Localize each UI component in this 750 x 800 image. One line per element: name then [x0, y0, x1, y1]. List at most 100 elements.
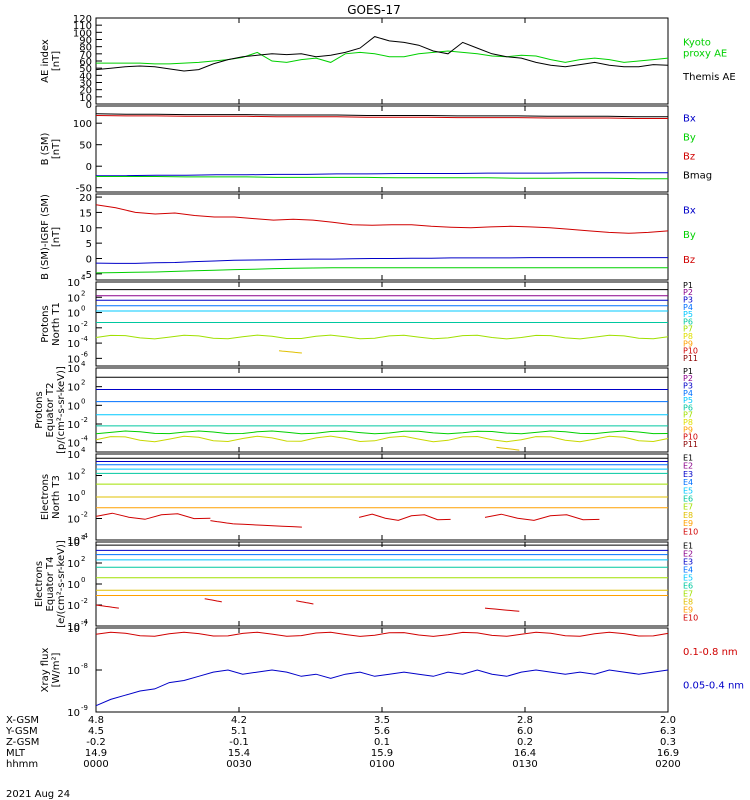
legend-entry: P5: [683, 310, 693, 319]
y-tick-label: 10: [67, 622, 80, 633]
y-tick-exponent: -4: [81, 435, 89, 443]
y-axis-label-line: Electrons: [40, 474, 51, 520]
legend-entry: P3: [683, 381, 693, 390]
series-line: [96, 172, 668, 177]
panel-frame: [95, 17, 669, 105]
y-axis-label: ProtonsNorth T1: [40, 302, 62, 346]
x-axis-value: 2.8: [517, 715, 533, 726]
legend-entry: P1: [683, 367, 693, 376]
y-tick-exponent: 0: [81, 489, 85, 497]
y-tick-exponent: -2: [81, 416, 88, 424]
x-axis-value: 3.5: [374, 715, 390, 726]
y-tick-exponent: 0: [81, 397, 85, 405]
x-axis-value: -0.1: [229, 737, 249, 748]
y-axis-label: AE index[nT]: [40, 39, 62, 83]
legend-entry: Themis AE: [682, 72, 736, 83]
y-tick-label: 10: [79, 93, 92, 104]
series-line: [96, 50, 669, 65]
x-axis-value: 4.2: [231, 715, 247, 726]
y-tick-label: 10: [67, 324, 80, 335]
series-line: [95, 204, 669, 234]
y-axis-label-line: [e/(cm²-s-sr-keV)]: [56, 540, 67, 628]
legend-entry: E3: [683, 557, 693, 566]
legend-entry: E7: [683, 589, 693, 598]
y-tick-label: 100: [73, 119, 92, 130]
legend-entry: Bz: [683, 152, 695, 163]
x-axis-value: 4.8: [88, 715, 104, 726]
y-tick-exponent: -2: [81, 511, 88, 519]
y-tick-exponent: 0: [81, 305, 85, 313]
y-tick-label: 100: [73, 28, 92, 39]
y-tick-label: 10: [67, 293, 80, 304]
series-fragment: [496, 446, 520, 451]
y-tick-exponent: 2: [81, 555, 85, 563]
legend-entry: E2: [683, 462, 693, 471]
series-fragment: [95, 512, 211, 520]
panel-frame: [95, 193, 669, 281]
y-tick-label: 10: [67, 515, 80, 526]
y-tick-label: 10: [67, 601, 80, 612]
series-line: [95, 435, 669, 443]
y-axis-label: ProtonsEquator T2[p/(cm²-s-sr-keV)]: [34, 366, 67, 454]
series-fragment: [95, 604, 119, 609]
y-tick-exponent: 2: [81, 379, 85, 387]
x-axis-value: 16.4: [514, 748, 536, 759]
x-axis-value: 16.9: [657, 748, 679, 759]
series-fragment: [210, 520, 234, 525]
legend-entry: P1: [683, 281, 693, 290]
y-tick-exponent: -4: [81, 618, 89, 626]
y-tick-label: 0: [86, 255, 92, 266]
legend-entry: P2: [683, 374, 693, 383]
y-tick-label: 110: [73, 21, 92, 32]
x-axis-row-label: MLT: [6, 748, 26, 759]
y-tick-exponent: -9: [81, 704, 88, 712]
series-line: [95, 334, 669, 340]
legend-entry: 0.05-0.4 nm: [683, 680, 744, 691]
x-axis-value: 6.0: [517, 726, 533, 737]
y-tick-label: 10: [67, 580, 80, 591]
y-tick-label: -5: [82, 270, 92, 281]
legend-entry: P4: [683, 389, 693, 398]
y-tick-exponent: -2: [81, 597, 88, 605]
y-tick-label: 10: [67, 708, 80, 719]
x-axis-value: 2.0: [660, 715, 676, 726]
y-axis-label-line: Xray flux: [40, 648, 51, 693]
x-axis-value: 0130: [512, 759, 537, 770]
legend-entry: P10: [683, 347, 698, 356]
y-tick-label: 10: [67, 450, 80, 461]
legend-entry: P7: [683, 325, 693, 334]
x-axis-value: 0000: [83, 759, 108, 770]
y-tick-label: 10: [67, 354, 80, 365]
y-tick-exponent: -6: [81, 350, 89, 358]
y-tick-label: 80: [79, 43, 92, 54]
y-axis-label-line: Protons: [34, 391, 45, 428]
y-tick-label: 0: [86, 162, 92, 173]
legend-entry: By: [683, 132, 696, 143]
series-fragment: [296, 600, 314, 605]
legend-entry-line: proxy AE: [683, 49, 727, 60]
y-tick-label: 10: [67, 420, 80, 431]
series-line: [95, 36, 669, 72]
y-tick-label: 10: [79, 224, 92, 235]
y-tick-label: 10: [67, 472, 80, 483]
x-axis-value: 5.1: [231, 726, 247, 737]
legend-entry: Bz: [683, 255, 695, 266]
y-tick-exponent: -8: [81, 662, 88, 670]
y-tick-exponent: -7: [81, 620, 88, 628]
legend-entry: E6: [683, 495, 693, 504]
legend-entry: P5: [683, 396, 693, 405]
y-axis-label: ElectronsNorth T3: [40, 474, 62, 520]
y-tick-exponent: 4: [81, 446, 86, 454]
legend-entry: E3: [683, 470, 693, 479]
y-tick-label: 10: [67, 536, 80, 547]
series-line: [95, 430, 669, 435]
y-tick-exponent: 4: [81, 274, 86, 282]
y-tick-label: 50: [79, 64, 92, 75]
legend-entry: E1: [683, 541, 693, 550]
y-axis-label-line: Equator T2: [45, 383, 56, 438]
y-tick-exponent: 4: [81, 534, 86, 542]
